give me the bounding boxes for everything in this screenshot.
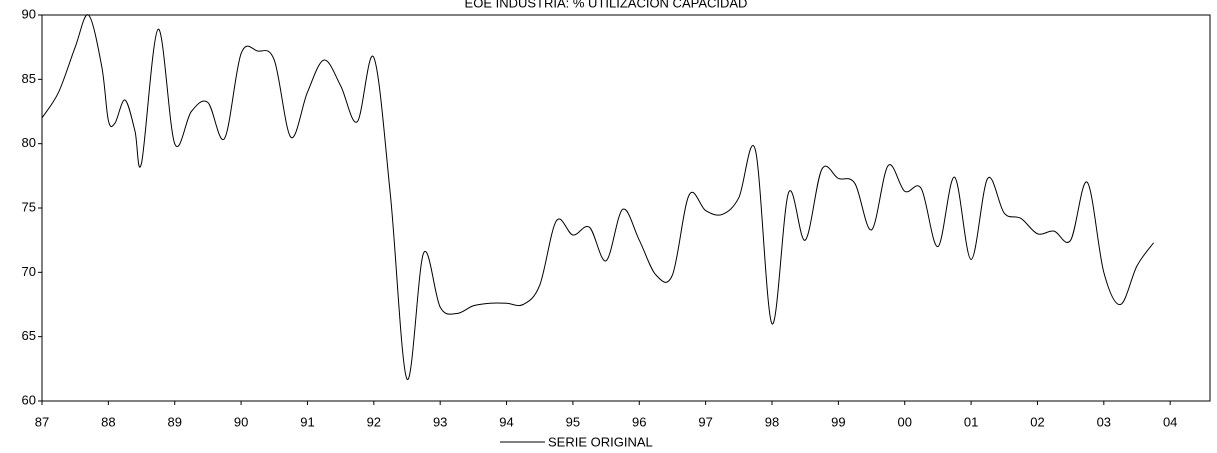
x-tick-label: 94 [499,414,513,429]
x-tick-label: 91 [300,414,314,429]
legend-label: SERIE ORIGINAL [548,434,653,449]
x-tick-label: 00 [897,414,911,429]
x-tick-label: 97 [698,414,712,429]
series-line [41,14,1154,380]
x-tick-label: 02 [1030,414,1044,429]
x-tick-label: 92 [367,414,381,429]
y-tick-label: 80 [22,135,36,150]
x-tick-label: 87 [35,414,49,429]
y-tick-label: 75 [22,199,36,214]
x-tick-label: 89 [167,414,181,429]
x-tick-label: 90 [234,414,248,429]
y-tick-label: 65 [22,328,36,343]
y-tick-label: 70 [22,264,36,279]
x-tick-label: 95 [566,414,580,429]
y-tick-label: 60 [22,392,36,407]
x-tick-label: 04 [1163,414,1177,429]
x-tick-label: 01 [964,414,978,429]
y-tick-label: 90 [22,6,36,21]
x-tick-label: 03 [1097,414,1111,429]
x-tick-label: 88 [101,414,115,429]
plot-frame [41,14,1211,402]
x-tick-label: 98 [765,414,779,429]
x-tick-label: 93 [433,414,447,429]
y-tick-label: 85 [22,71,36,86]
x-tick-label: 96 [632,414,646,429]
x-tick-label: 99 [831,414,845,429]
chart-title: EOE INDUSTRIA: % UTILIZACION CAPACIDAD [465,0,748,10]
